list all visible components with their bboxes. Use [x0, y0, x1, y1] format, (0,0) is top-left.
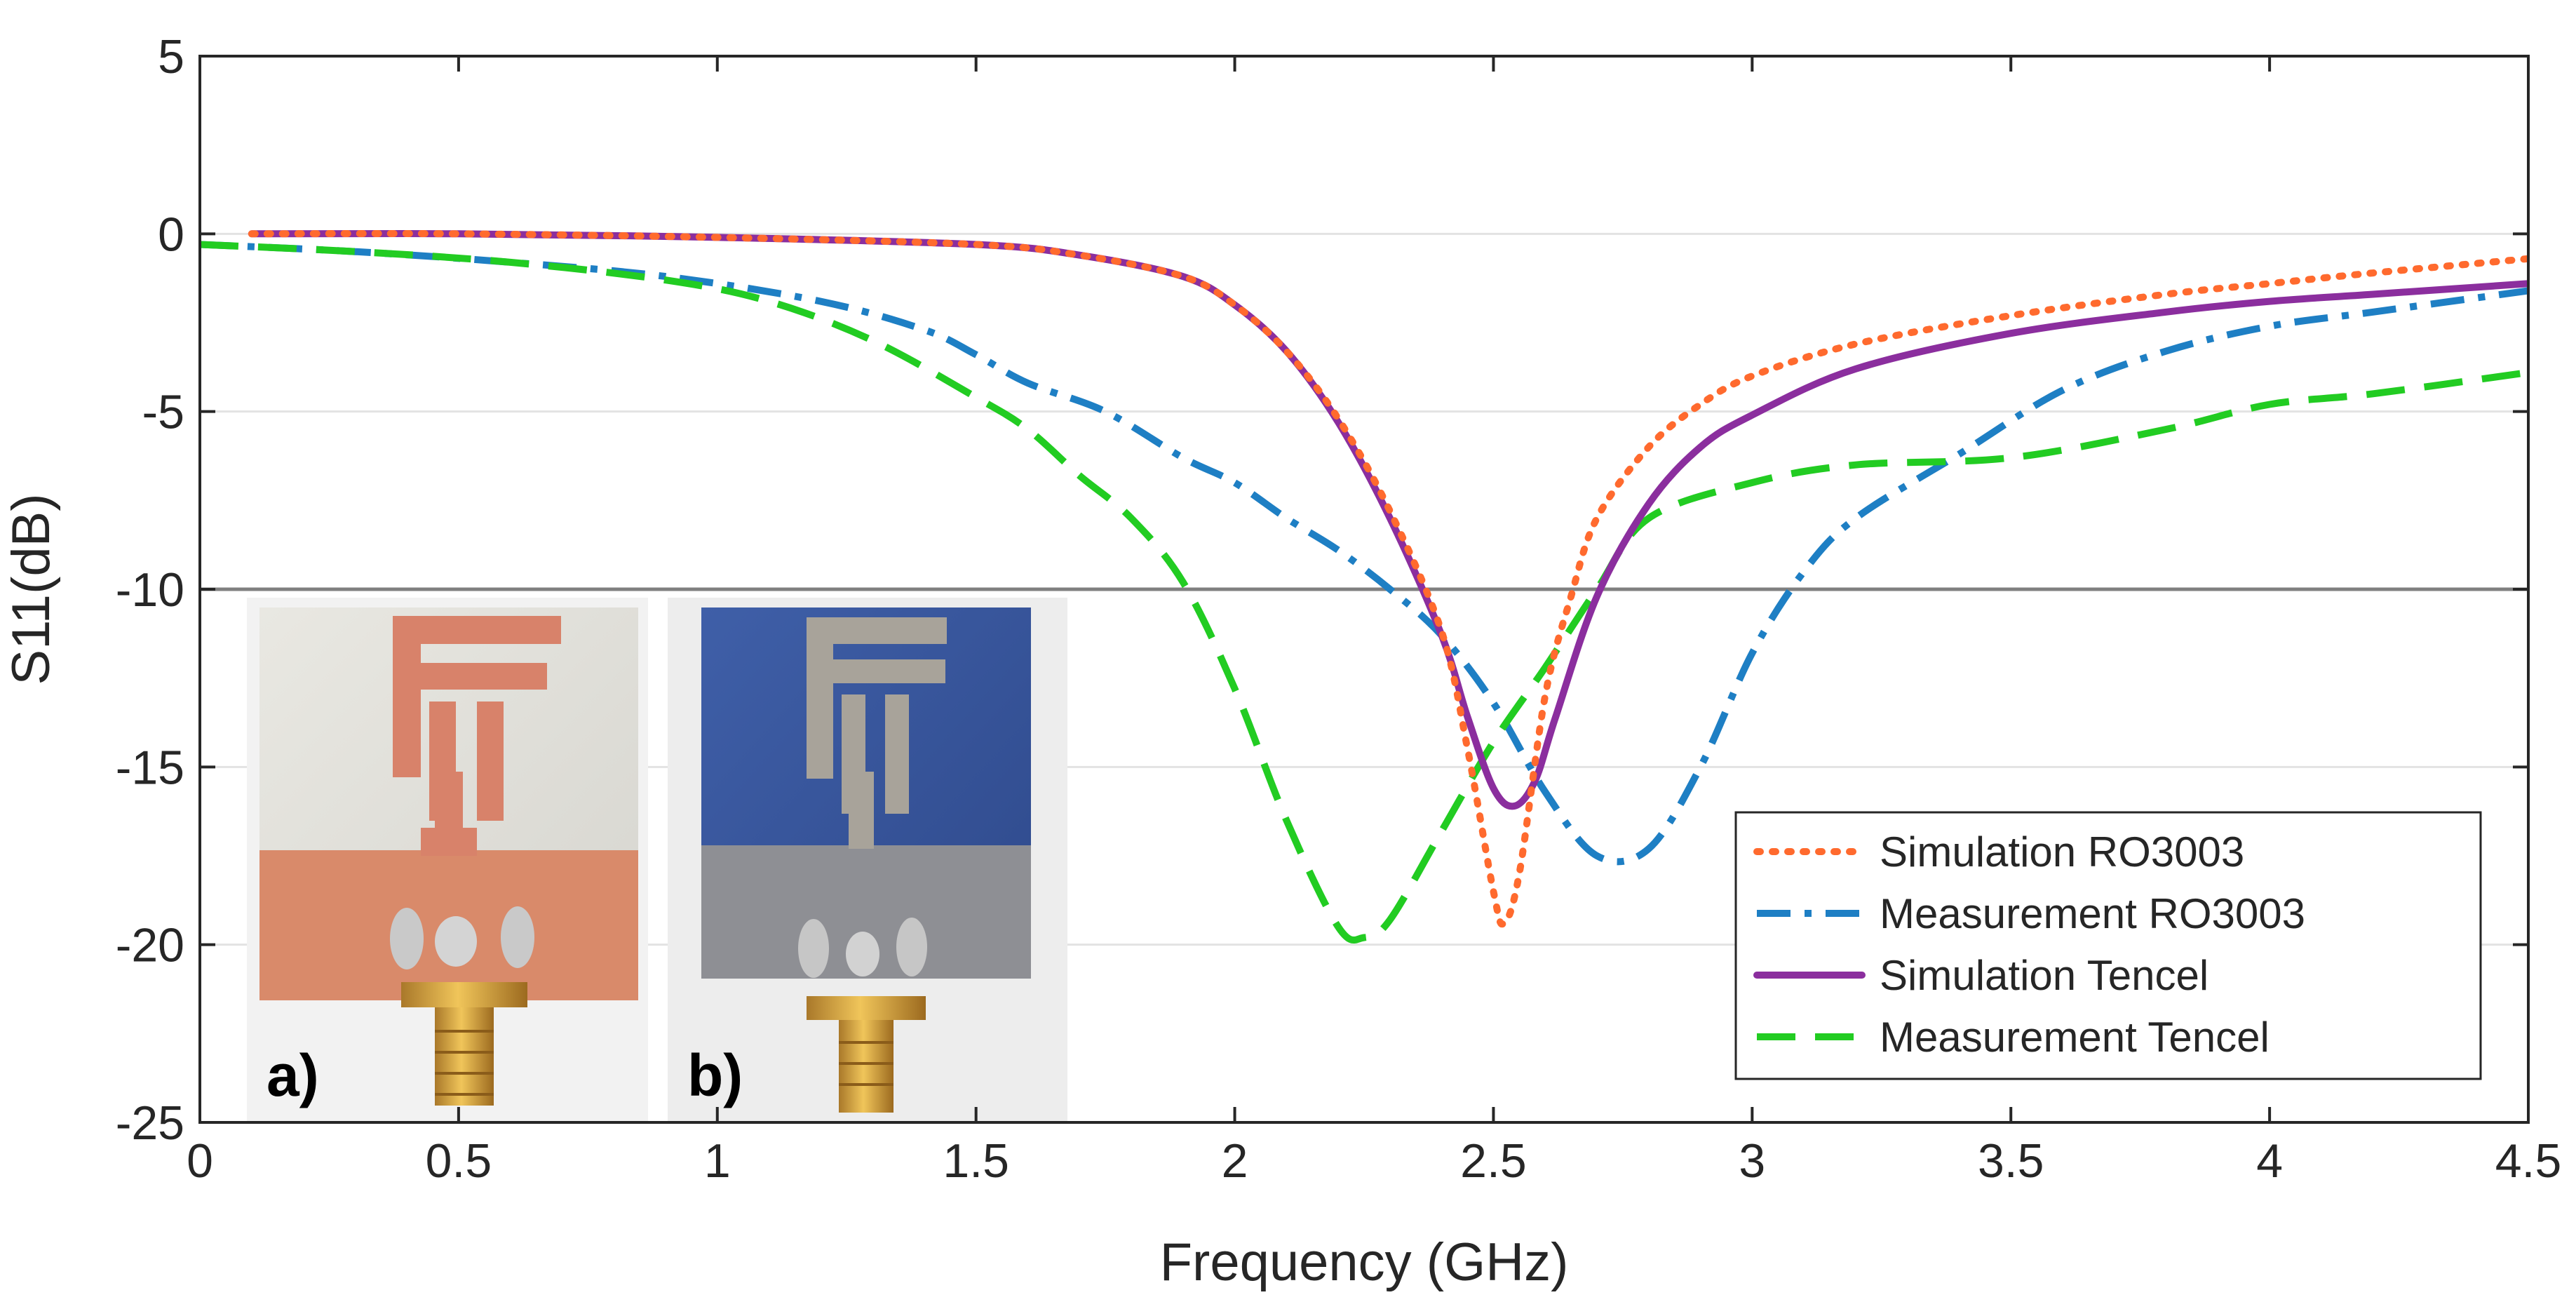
inset-photo-a-antenna-ro3003 [247, 598, 648, 1122]
legend-label: Simulation Tencel [1880, 952, 2209, 999]
x-tick-label: 2.5 [1460, 1134, 1527, 1188]
x-tick-label: 0.5 [426, 1134, 492, 1188]
series-layer [200, 229, 2528, 944]
legend-box [1734, 811, 2482, 1080]
x-tick-label: 1 [704, 1134, 731, 1188]
y-tick-label: -15 [116, 741, 184, 794]
legend-label: Simulation RO3003 [1880, 828, 2244, 875]
series-line-measurement-ro3003 [200, 241, 2528, 866]
x-tick-label: 4.5 [2495, 1134, 2562, 1188]
y-tick-label: 0 [158, 208, 184, 261]
series-line-simulation-tencel [248, 229, 2528, 810]
legend-label: Measurement Tencel [1880, 1014, 2270, 1061]
x-tick-label: 0 [187, 1134, 213, 1188]
x-axis: 0 0.5 1 1.5 2 2.5 3 3.5 4 4.5 [187, 56, 2561, 1188]
x-tick-label: 1.5 [943, 1134, 1009, 1188]
x-tick-label: 2 [1222, 1134, 1248, 1188]
y-tick-label: -5 [142, 386, 184, 439]
y-tick-label: -20 [116, 919, 184, 972]
inset-label-b: b) [687, 1042, 743, 1108]
y-tick-label: 5 [158, 30, 184, 83]
x-axis-title: Frequency (GHz) [1160, 1233, 1569, 1292]
x-tick-label: 3 [1739, 1134, 1765, 1188]
legend-label: Measurement RO3003 [1880, 890, 2305, 937]
y-axis: 5 0 -5 -10 -15 -20 -25 [116, 30, 2528, 1150]
series-line-simulation-ro3003 [248, 229, 2528, 928]
y-tick-label: -25 [116, 1096, 184, 1150]
x-tick-label: 4 [2256, 1134, 2283, 1188]
y-axis-title: S11(dB) [1, 493, 61, 685]
inset-photo-b-antenna-tencel [668, 598, 1067, 1122]
series-line-measurement-tencel [200, 241, 2528, 944]
x-tick-label: 3.5 [1978, 1134, 2044, 1188]
legend: Simulation RO3003 Measurement RO3003 Simul… [1734, 811, 2482, 1080]
y-tick-label: -10 [116, 563, 184, 617]
inset-label-a: a) [267, 1042, 319, 1108]
